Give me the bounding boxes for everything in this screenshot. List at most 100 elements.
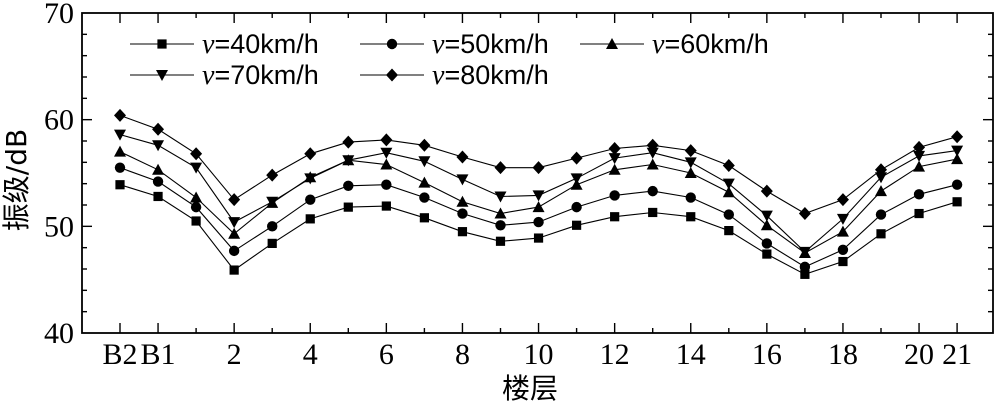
data-point-s5 xyxy=(722,159,735,173)
data-point-s3 xyxy=(684,167,697,178)
data-point-s1 xyxy=(572,220,582,230)
data-point-s2 xyxy=(799,261,811,273)
data-point-s1 xyxy=(724,226,734,236)
data-point-s3 xyxy=(836,225,849,237)
y-tick-label: 60 xyxy=(44,104,74,137)
data-point-s1 xyxy=(267,238,277,248)
data-point-s4 xyxy=(836,213,849,225)
data-point-s1 xyxy=(229,265,239,275)
data-point-s2 xyxy=(951,179,963,190)
data-point-s1 xyxy=(876,229,886,239)
data-point-s2 xyxy=(190,201,202,213)
data-point-s5 xyxy=(266,168,279,182)
data-point-s2 xyxy=(343,180,354,191)
data-point-s4 xyxy=(380,147,393,159)
legend-label: v=60km/h xyxy=(652,29,769,60)
data-point-s4 xyxy=(304,173,317,185)
data-point-s2 xyxy=(571,201,582,213)
x-tick-label: 6 xyxy=(379,338,394,371)
data-point-s5 xyxy=(228,193,241,207)
y-tick-label: 40 xyxy=(44,317,74,350)
data-point-s4 xyxy=(760,210,773,222)
data-point-s1 xyxy=(381,201,391,211)
legend-marker xyxy=(606,38,618,49)
data-point-s3 xyxy=(228,227,241,239)
data-point-s4 xyxy=(608,153,621,165)
data-point-s2 xyxy=(419,192,430,203)
data-point-s2 xyxy=(723,209,734,220)
data-point-s4 xyxy=(951,145,964,157)
data-point-s5 xyxy=(456,150,469,164)
x-tick-label: B1 xyxy=(141,338,176,371)
legend: v=40km/h v=50km/h v=60km/h v=70km/h v=80km/h xyxy=(130,29,769,91)
data-point-s2 xyxy=(152,176,164,187)
data-point-s2 xyxy=(533,216,544,228)
data-point-s2 xyxy=(228,245,240,257)
data-point-s5 xyxy=(836,193,849,207)
x-tick-label: 18 xyxy=(828,338,858,371)
data-point-s4 xyxy=(722,178,735,190)
data-point-s4 xyxy=(570,173,583,185)
data-point-s1 xyxy=(533,233,544,243)
data-point-s1 xyxy=(457,227,468,237)
data-point-s3 xyxy=(190,191,203,203)
data-point-s3 xyxy=(418,176,431,188)
data-point-s4 xyxy=(228,217,241,229)
legend-label: v=40km/h xyxy=(202,29,319,60)
data-point-s4 xyxy=(152,140,165,152)
data-point-s3 xyxy=(951,153,964,165)
data-point-s2 xyxy=(114,162,126,173)
data-point-s1 xyxy=(191,216,201,226)
data-point-s5 xyxy=(190,147,203,161)
data-point-s4 xyxy=(684,157,697,169)
data-point-s5 xyxy=(532,161,545,175)
data-point-s4 xyxy=(875,172,887,184)
data-point-s3 xyxy=(722,186,735,198)
data-point-s2 xyxy=(381,179,392,190)
data-point-s1 xyxy=(914,208,924,219)
legend-item-3: v=60km/h xyxy=(580,29,769,60)
data-point-s1 xyxy=(610,212,620,222)
data-point-s5 xyxy=(951,130,964,144)
data-point-s5 xyxy=(114,108,126,122)
data-point-s1 xyxy=(305,214,315,224)
y-tick-label: 70 xyxy=(44,0,74,30)
data-point-s3 xyxy=(875,185,887,197)
data-point-s5 xyxy=(570,151,583,165)
data-point-s3 xyxy=(532,201,545,213)
legend-marker xyxy=(386,68,398,82)
data-point-s1 xyxy=(343,202,353,212)
data-point-s5 xyxy=(608,141,621,155)
ticks: 40 50 60 70 B2 B1 2 4 6 8 10 12 14 16 18 20 21 xyxy=(44,0,993,371)
legend-item-4: v=70km/h xyxy=(130,60,319,91)
plot-frame xyxy=(81,12,994,334)
data-point-s1 xyxy=(648,207,658,218)
data-point-s3 xyxy=(380,158,393,170)
data-point-s5 xyxy=(152,122,165,136)
data-point-s1 xyxy=(153,191,163,202)
axes xyxy=(81,12,994,334)
data-point-s1 xyxy=(952,197,962,207)
legend-item-5: v=80km/h xyxy=(360,60,549,91)
data-point-s1 xyxy=(838,256,848,267)
legend-marker xyxy=(157,39,167,49)
data-point-s5 xyxy=(380,133,393,147)
data-point-s3 xyxy=(456,195,469,207)
x-tick-label: 4 xyxy=(303,338,318,371)
data-point-s4 xyxy=(418,156,431,168)
data-point-s2 xyxy=(761,238,773,249)
x-tick-label: 10 xyxy=(524,338,554,371)
data-point-s1 xyxy=(686,212,696,222)
data-point-s2 xyxy=(267,221,278,232)
legend-label: v=80km/h xyxy=(432,60,549,91)
x-tick-label: 8 xyxy=(455,338,470,371)
x-tick-label: 16 xyxy=(752,338,782,371)
data-point-s2 xyxy=(495,220,506,231)
data-point-s3 xyxy=(646,158,659,170)
data-point-s2 xyxy=(913,189,925,200)
data-point-s1 xyxy=(762,249,772,259)
data-point-s4 xyxy=(190,162,203,174)
x-tick-label: 12 xyxy=(600,338,630,371)
data-point-s4 xyxy=(114,129,126,141)
